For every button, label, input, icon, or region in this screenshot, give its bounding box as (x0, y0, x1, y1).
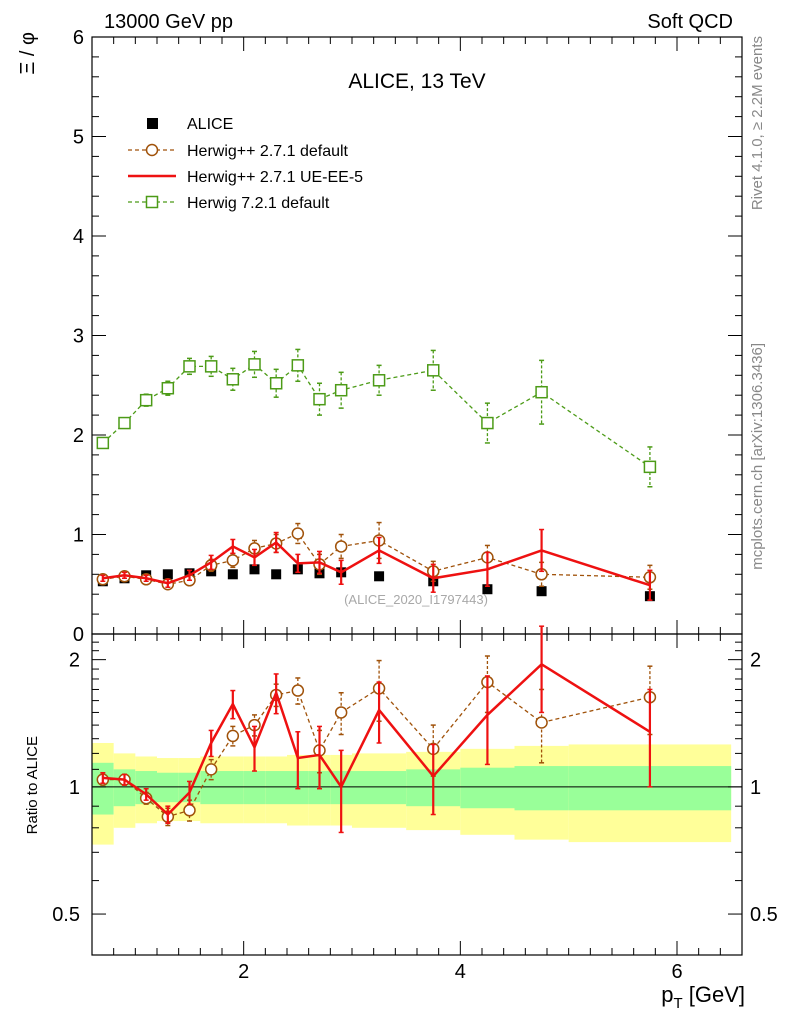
ratio-y-tick-label: 0.5 (52, 904, 80, 926)
ratio-y-tick-label: 1 (69, 777, 80, 799)
band-inner (265, 771, 287, 805)
main-alice-point (374, 571, 385, 582)
main-h721d-point (139, 393, 153, 407)
main-h721d-point (204, 360, 218, 373)
ratio-y-tick-label-right: 0.5 (750, 904, 778, 926)
ratio-h271d-point (334, 706, 348, 719)
legend-label-h271d: Herwig++ 2.7.1 default (187, 143, 349, 160)
ratio-h271d-point (183, 804, 196, 817)
band-inner (92, 762, 114, 815)
main-h721d-point (226, 373, 240, 386)
watermark: (ALICE_2020_I1797443) (344, 592, 488, 607)
header-right: Soft QCD (647, 11, 733, 33)
legend-label-alice: ALICE (187, 116, 233, 133)
x-tick-label: 2 (238, 961, 249, 983)
main-h721d-point (183, 360, 196, 373)
legend-label-h271ue: Herwig++ 2.7.1 UE-EE-5 (187, 169, 363, 186)
main-h721d-point (313, 392, 326, 406)
side-text-bottom: mcplots.cern.ch [arXiv:1306.3436] (749, 343, 766, 570)
main-h721d-point (96, 436, 110, 450)
band-inner (157, 772, 179, 803)
main-h721d-point (427, 364, 440, 377)
main-alice-point (249, 564, 260, 575)
band-inner (352, 771, 407, 805)
main-h721d-point (161, 381, 175, 395)
main-h721d-point (248, 358, 261, 371)
main-h721d-point (118, 416, 131, 430)
main-h721d-point (643, 460, 657, 474)
main-h721d-point (334, 383, 348, 397)
ratio-y-tick-label-right: 1 (750, 777, 761, 799)
series (96, 348, 657, 834)
ratio-h271d-point (291, 684, 305, 697)
legend-label-h721d: Herwig 7.2.1 default (187, 195, 330, 212)
y-axis-label-ratio: Ratio to ALICE (24, 736, 41, 834)
legend: ALICE Herwig++ 2.7.1 default Herwig++ 2.… (128, 116, 363, 212)
ratio-h271d-point (535, 716, 548, 729)
main-alice-point (162, 569, 173, 580)
main-h721d-point (535, 385, 548, 399)
legend-marker-h271d (145, 143, 159, 157)
y-tick-label: 4 (73, 226, 84, 248)
band-inner (514, 766, 569, 811)
y-tick-label: 6 (73, 27, 84, 49)
main-alice-point (271, 569, 282, 580)
main-h271d-point (334, 540, 348, 553)
main-alice-point (482, 584, 493, 595)
main-h271d-point (291, 527, 305, 540)
y-tick-label: 2 (73, 425, 84, 447)
ratio-h271d-point (204, 763, 218, 776)
x-tick-label: 6 (671, 961, 682, 983)
y-tick-label: 5 (73, 127, 84, 149)
y-axis-label-main: Ξ / φ (17, 32, 39, 75)
x-axis-label: pT [GeV] (661, 982, 745, 1012)
main-h721d-point (481, 416, 494, 430)
band-inner (243, 771, 266, 805)
ratio-y-tick-label-right: 2 (750, 650, 761, 672)
plot-title: ALICE, 13 TeV (348, 70, 485, 93)
main-h721d-point (269, 377, 283, 390)
legend-marker-alice (147, 118, 158, 129)
header-left: 13000 GeV pp (104, 11, 233, 33)
main-h721d-point (372, 374, 386, 387)
band-inner (460, 767, 515, 809)
main-alice-point (536, 586, 547, 597)
band-inner (222, 771, 244, 805)
ratio-y-tick-label: 2 (69, 650, 80, 672)
axes: 0 1 2 3 4 5 6 0.5 0.5 1 1 2 2 2 4 6 (52, 27, 778, 983)
y-tick-label: 0 (73, 624, 84, 646)
ratio-h271d-point (226, 729, 240, 743)
y-tick-label: 3 (73, 326, 84, 348)
main-h721d-point (291, 359, 305, 372)
y-tick-label: 1 (73, 525, 84, 547)
main-h271d-point (226, 554, 240, 567)
legend-marker-h721d (145, 195, 159, 209)
side-text-top: Rivet 4.1.0, ≥ 2.2M events (749, 36, 766, 210)
main-alice-point (227, 569, 238, 580)
x-tick-label: 4 (455, 961, 466, 983)
